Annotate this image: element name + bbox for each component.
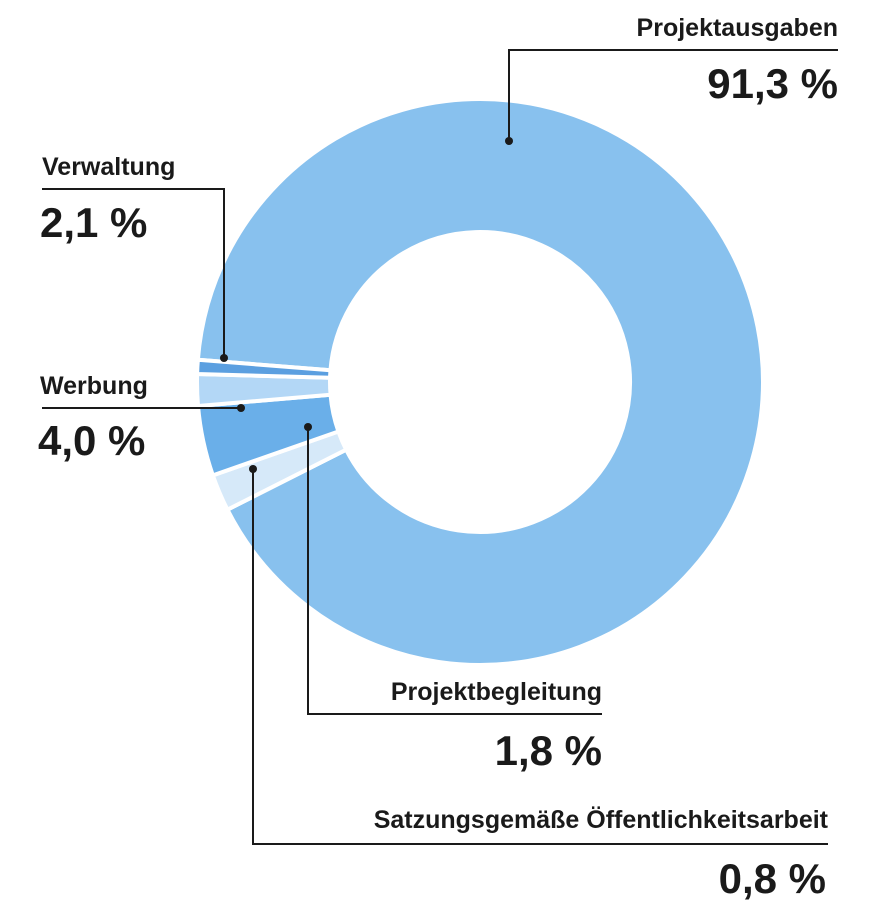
label-projektbegleitung: Projektbegleitung 1,8 % [391,678,602,774]
label-name-werbung: Werbung [40,372,148,400]
leaders-group [42,49,838,845]
oeffentlichkeitsarbeit-leader-dot [249,465,257,473]
label-value-verwaltung: 2,1 % [40,199,147,246]
projektbegleitung-leader-line [307,427,602,715]
label-value-projektausgaben: 91,3 % [707,60,838,107]
oeffentlichkeitsarbeit-leader-line [252,469,828,845]
label-verwaltung: Verwaltung 2,1 % [40,153,175,246]
label-value-projektbegleitung: 1,8 % [495,727,602,774]
projektausgaben-leader-dot [505,137,513,145]
label-value-oeffentlichkeitsarbeit: 0,8 % [719,855,826,900]
label-projektausgaben: Projektausgaben 91,3 % [637,14,838,107]
slice-4 [195,357,333,380]
label-name-projektausgaben: Projektausgaben [637,14,838,42]
verwaltung-leader-dot [220,354,228,362]
label-name-projektbegleitung: Projektbegleitung [391,678,602,706]
projektausgaben-leader-line [508,49,838,141]
werbung-leader-dot [237,404,245,412]
label-satzungsgemaesse-oeffentlichkeitsarbeit: Satzungsgemäße Öffentlichkeitsarbeit 0,8… [374,805,829,900]
slices-group [194,97,765,667]
label-name-oeffentlichkeitsarbeit: Satzungsgemäße Öffentlichkeitsarbeit [374,805,829,834]
label-name-verwaltung: Verwaltung [42,153,175,181]
label-werbung: Werbung 4,0 % [38,372,148,464]
slice-0 [195,97,765,667]
label-value-werbung: 4,0 % [38,417,145,464]
verwaltung-leader-line [42,188,225,358]
projektbegleitung-leader-dot [304,423,312,431]
